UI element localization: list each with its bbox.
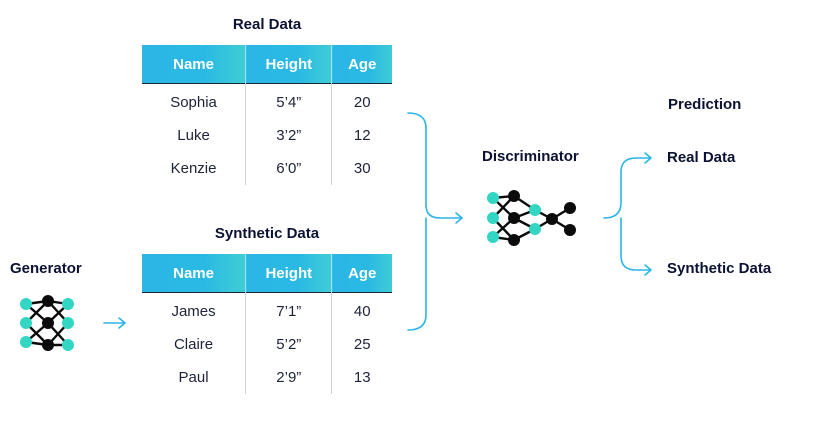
- cell-name: Kenzie: [170, 160, 217, 177]
- prediction-heading: Prediction: [668, 96, 742, 113]
- cell-height: 3’2”: [245, 119, 332, 152]
- cell-name: Claire: [173, 336, 214, 353]
- table-row: Luke 3’2” 12: [142, 119, 392, 152]
- discriminator-network-icon: [487, 190, 576, 246]
- table-row: James 7’1” 40: [142, 292, 392, 328]
- cell-age: 25: [331, 328, 392, 361]
- synthetic-data-table: Name Height Age James 7’1” 40 Claire 5’2…: [142, 254, 392, 394]
- generator-network-icon: [20, 295, 74, 351]
- cell-name: Sophia: [170, 94, 217, 111]
- cell-age: 30: [331, 152, 392, 185]
- cell-name: Luke: [177, 127, 210, 144]
- generator-arrow: [103, 317, 126, 329]
- column-header-name: Name: [142, 45, 246, 84]
- real-data-title: Real Data: [232, 16, 302, 33]
- table-header-row: Name Height Age: [142, 45, 392, 84]
- merge-brace: [407, 112, 441, 331]
- cell-height: 2’9”: [245, 361, 332, 394]
- table-row: Paul 2’9” 13: [142, 361, 392, 394]
- cell-age: 13: [331, 361, 392, 394]
- cell-age: 12: [331, 119, 392, 152]
- prediction-real-data: Real Data: [667, 149, 736, 166]
- column-header-height: Height: [245, 45, 332, 84]
- discriminator-label: Discriminator: [482, 148, 579, 165]
- column-header-age: Age: [331, 254, 392, 293]
- prediction-real-arrow: [644, 152, 652, 164]
- cell-height: 5’2”: [245, 328, 332, 361]
- table-row: Sophia 5’4” 20: [142, 83, 392, 119]
- cell-height: 5’4”: [245, 83, 332, 119]
- column-header-name: Name: [142, 254, 246, 293]
- table-header-row: Name Height Age: [142, 254, 392, 293]
- cell-name: James: [171, 303, 216, 320]
- column-header-height: Height: [245, 254, 332, 293]
- discriminator-input-arrow: [439, 212, 463, 224]
- prediction-synthetic-arrow: [644, 264, 652, 276]
- cell-height: 6’0”: [245, 152, 332, 185]
- synthetic-data-title: Synthetic Data: [214, 225, 320, 242]
- real-data-table: Name Height Age Sophia 5’4” 20 Luke 3’2”…: [142, 45, 392, 185]
- cell-age: 40: [331, 292, 392, 328]
- prediction-synthetic-data: Synthetic Data: [667, 260, 772, 277]
- cell-height: 7’1”: [245, 292, 332, 328]
- cell-name: Paul: [178, 369, 209, 386]
- table-row: Kenzie 6’0” 30: [142, 152, 392, 185]
- split-brace: [603, 157, 651, 271]
- column-header-age: Age: [331, 45, 392, 84]
- table-row: Claire 5’2” 25: [142, 328, 392, 361]
- generator-label: Generator: [10, 260, 82, 277]
- cell-age: 20: [331, 83, 392, 119]
